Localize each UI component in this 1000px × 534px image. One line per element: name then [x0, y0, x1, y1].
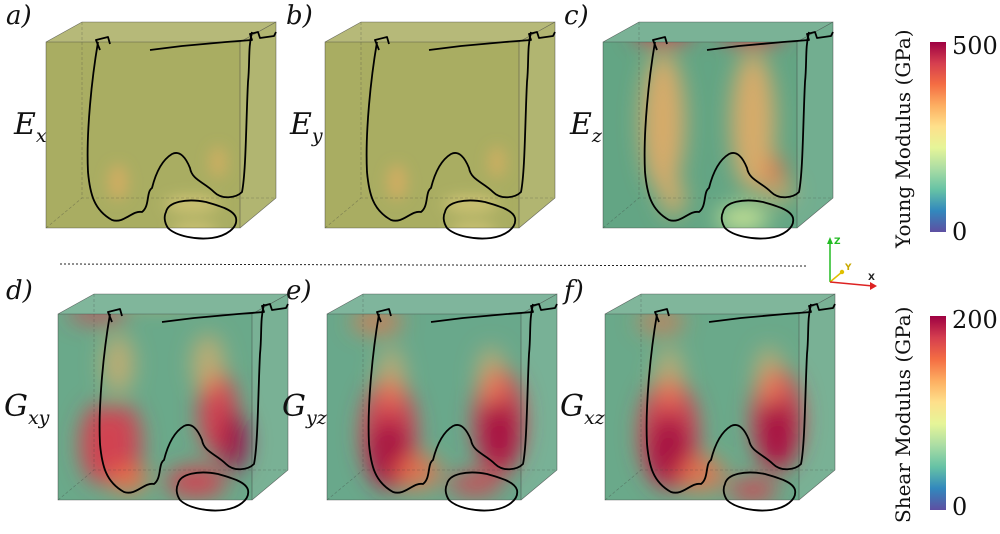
bone-outline — [645, 303, 836, 512]
panel-b — [324, 21, 556, 240]
cube-front-face — [46, 42, 240, 228]
heatmap-blob — [637, 310, 685, 334]
young-colorbar-gradient — [930, 42, 946, 232]
heatmap-blob — [449, 472, 501, 496]
bone-outline — [643, 31, 834, 240]
young-colorbar: Young Modulus (GPa) 500 0 — [891, 29, 998, 249]
young-colorbar-min: 0 — [952, 218, 967, 246]
cube-top-face — [46, 22, 276, 42]
heatmap-blob — [729, 478, 777, 500]
shear-colorbar-title: Shear Modulus (GPa) — [891, 307, 915, 523]
heatmap-blob — [387, 164, 407, 200]
panel-f — [604, 293, 836, 512]
heatmap-blob — [731, 52, 775, 192]
heatmap-blob — [765, 156, 785, 188]
cube-edges — [326, 293, 558, 501]
young-colorbar-max: 500 — [952, 32, 998, 60]
cube-front-face — [325, 42, 519, 228]
heatmap-layer — [637, 310, 803, 500]
heatmap-blob — [655, 346, 683, 406]
heatmap-blob — [377, 346, 405, 406]
x-axis-label: X — [868, 273, 875, 283]
modulus-label-ey: Ey — [289, 107, 323, 147]
panel-letter-b: b) — [286, 1, 313, 31]
cube-edges — [57, 293, 289, 501]
y-axis-line — [829, 271, 843, 283]
young-colorbar-title: Young Modulus (GPa) — [891, 29, 915, 249]
heatmap-blob — [166, 466, 226, 498]
heatmap-blob — [477, 346, 505, 406]
cube-top-face — [605, 294, 835, 314]
modulus-label-ez: Ez — [569, 107, 603, 147]
heatmap-layer — [387, 146, 506, 228]
cube-right-face — [240, 22, 276, 228]
cube-right-face — [521, 294, 557, 500]
row-separator — [59, 263, 807, 267]
cube-right-face — [799, 294, 835, 500]
y-axis-label: Y — [844, 263, 852, 273]
cube-top-face — [603, 22, 833, 42]
cube-right-face — [797, 22, 833, 228]
heatmap-blob — [443, 196, 499, 212]
cube-right-face — [519, 22, 555, 228]
heatmap-blob — [108, 465, 148, 493]
x-axis-line — [829, 281, 874, 287]
z-axis-arrowhead-icon — [827, 237, 833, 244]
cube-top-face — [327, 294, 557, 314]
panel-letter-a: a) — [6, 1, 32, 31]
heatmap-blob — [106, 404, 142, 484]
panel-e — [326, 293, 558, 512]
heatmap-blob — [488, 146, 506, 178]
panel-d — [57, 293, 289, 512]
modulus-label-gyz: Gyz — [282, 389, 328, 429]
cube-edges — [324, 21, 556, 229]
heatmap-blob — [481, 400, 517, 468]
heatmap-blob — [717, 206, 769, 228]
heatmap-blob — [677, 456, 725, 492]
shear-colorbar-max: 200 — [952, 306, 998, 334]
heatmap-blob — [449, 222, 497, 228]
panel-letter-d: d) — [6, 276, 33, 306]
cube-top-face — [58, 294, 288, 314]
modulus-label-ex: Ex — [13, 107, 47, 147]
modulus-label-gxy: Gxy — [4, 389, 50, 429]
shear-colorbar-gradient — [930, 316, 946, 510]
heatmap-blob — [220, 412, 248, 472]
heatmap-blob — [641, 52, 685, 192]
heatmap-blob — [108, 164, 128, 200]
panel-a — [45, 21, 277, 240]
bone-outline — [98, 303, 289, 512]
heatmap-blob — [763, 182, 795, 202]
heatmap-blob — [759, 400, 795, 468]
heatmap-blob — [661, 180, 685, 216]
shear-colorbar-min: 0 — [952, 493, 967, 521]
cube-top-face — [325, 22, 555, 42]
panel-letter-c: c) — [564, 1, 589, 31]
heatmap-blob — [170, 222, 218, 228]
panel-letter-e: e) — [286, 276, 312, 306]
bone-outline — [86, 31, 277, 240]
bone-outline — [367, 303, 558, 512]
shear-colorbar: Shear Modulus (GPa) 200 0 — [891, 306, 998, 523]
heatmap-blob — [164, 196, 220, 212]
orientation-axes: Z Y X — [827, 237, 877, 290]
y-axis-dot-icon — [839, 269, 845, 275]
heatmap-layer — [351, 310, 525, 496]
heatmap-blob — [209, 146, 227, 178]
bone-outline — [365, 31, 556, 240]
heatmap-layer — [108, 146, 227, 228]
heatmap-blob — [102, 334, 134, 394]
modulus-label-gxz: Gxz — [560, 389, 606, 429]
panel-c — [602, 21, 834, 240]
heatmap-layer — [68, 294, 248, 498]
heatmap-blob — [393, 454, 441, 490]
heatmap-blob — [755, 346, 783, 406]
z-axis-label: Z — [834, 237, 841, 247]
heatmap-blob — [192, 334, 224, 394]
panel-letter-f: f) — [562, 276, 584, 306]
x-axis-arrowhead-icon — [870, 282, 877, 290]
